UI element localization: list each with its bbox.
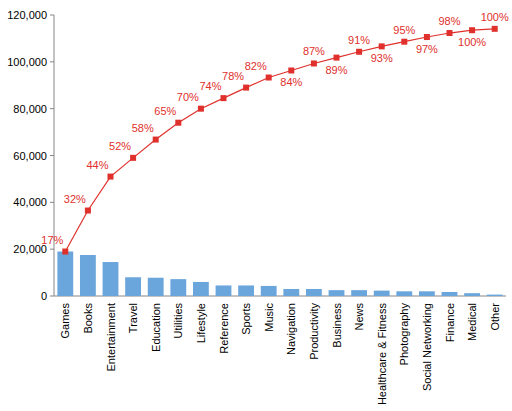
y-tick-label: 60,000 <box>13 150 47 162</box>
bar <box>125 277 141 296</box>
x-tick-label: Utilities <box>172 303 184 339</box>
percent-label: 74% <box>199 80 221 92</box>
marker <box>356 49 362 55</box>
x-tick-label: Reference <box>218 303 230 354</box>
bar <box>283 289 299 296</box>
bar <box>419 291 435 296</box>
x-tick-label: Education <box>150 303 162 352</box>
x-tick-label: Other <box>489 303 501 331</box>
y-tick-label: 120,000 <box>7 9 47 21</box>
marker <box>401 39 407 45</box>
marker <box>447 30 453 36</box>
percent-label: 87% <box>303 45 325 57</box>
marker <box>243 85 249 91</box>
marker <box>175 120 181 126</box>
percent-label: 98% <box>438 15 460 27</box>
x-axis <box>54 296 506 297</box>
marker <box>424 34 430 40</box>
x-tick-label: Music <box>263 303 275 332</box>
y-tick-label: 40,000 <box>13 196 47 208</box>
marker <box>266 75 272 81</box>
chart: 020,00040,00060,00080,000100,000120,000G… <box>0 0 512 411</box>
marker <box>334 55 340 61</box>
x-tick-label: Entertainment <box>105 303 117 371</box>
marker <box>153 137 159 143</box>
y-tick <box>50 15 54 16</box>
x-tick-label: Healthcare & Fitness <box>376 303 388 406</box>
x-tick-label: Navigation <box>285 303 297 355</box>
bar <box>374 291 390 296</box>
y-tick <box>50 61 54 62</box>
percent-label: 82% <box>245 60 267 72</box>
data-labels: 17% 32% 44%52%58%65%70%74%78%82% 84% 87%89% 9… <box>41 11 509 246</box>
x-tick-label: Games <box>59 303 71 339</box>
y-tick <box>50 202 54 203</box>
bar <box>442 292 458 296</box>
x-tick-label: Sports <box>240 303 252 335</box>
y-tick <box>50 108 54 109</box>
bar <box>261 286 277 296</box>
percent-label: 91% <box>348 34 370 46</box>
marker <box>130 155 136 161</box>
bar <box>216 285 232 296</box>
x-tick-label: Finance <box>444 303 456 342</box>
marker <box>85 208 91 214</box>
percent-label: 78% <box>222 70 244 82</box>
y-tick-label: 100,000 <box>7 56 47 68</box>
y-tick-label: 0 <box>41 290 47 302</box>
percent-label: 100% <box>481 11 509 23</box>
marker <box>108 174 114 180</box>
bar <box>80 255 96 296</box>
x-tick-label: Business <box>331 303 343 348</box>
percent-label: 89% <box>325 64 347 76</box>
marker <box>198 106 204 112</box>
x-tick-label: Books <box>82 303 94 334</box>
percent-label: 70% <box>177 91 199 103</box>
y-axis <box>54 15 55 296</box>
bar <box>148 278 164 296</box>
marker <box>492 26 498 32</box>
bar <box>103 262 119 296</box>
percent-label: 32% <box>64 193 86 205</box>
x-tick-label: News <box>353 303 365 331</box>
percent-label: 84% <box>280 76 302 88</box>
plot-marks <box>57 26 502 296</box>
marker <box>379 43 385 49</box>
x-tick-label: Travel <box>127 303 139 333</box>
x-tick-label: Productivity <box>308 303 320 360</box>
y-tick <box>50 155 54 156</box>
percent-label: 65% <box>154 105 176 117</box>
bar <box>306 289 322 296</box>
marker <box>62 249 68 255</box>
bar <box>351 290 367 296</box>
bar <box>396 291 412 296</box>
y-tick-label: 80,000 <box>13 103 47 115</box>
bar <box>238 285 254 296</box>
x-tick-label: Medical <box>466 303 478 341</box>
bar <box>170 279 186 296</box>
percent-label: 17% <box>41 234 63 246</box>
percent-label: 44% <box>86 159 108 171</box>
percent-label: 93% <box>371 52 393 64</box>
bar <box>193 282 209 296</box>
bar <box>57 252 73 296</box>
marker <box>288 67 294 73</box>
cumulative-line <box>65 29 494 252</box>
y-tick <box>50 296 54 297</box>
marker <box>469 27 475 33</box>
marker <box>221 95 227 101</box>
y-tick <box>50 249 54 250</box>
x-tick-label: Social Networking <box>421 303 433 391</box>
percent-label: 52% <box>109 140 131 152</box>
percent-label: 100% <box>458 36 486 48</box>
bar <box>487 295 503 296</box>
marker <box>311 60 317 66</box>
percent-label: 97% <box>416 43 438 55</box>
percent-label: 58% <box>132 122 154 134</box>
bar <box>464 293 480 296</box>
x-tick-label: Photography <box>398 303 410 366</box>
x-tick-label: Lifestyle <box>195 303 207 343</box>
percent-label: 95% <box>393 24 415 36</box>
bar <box>329 290 345 296</box>
